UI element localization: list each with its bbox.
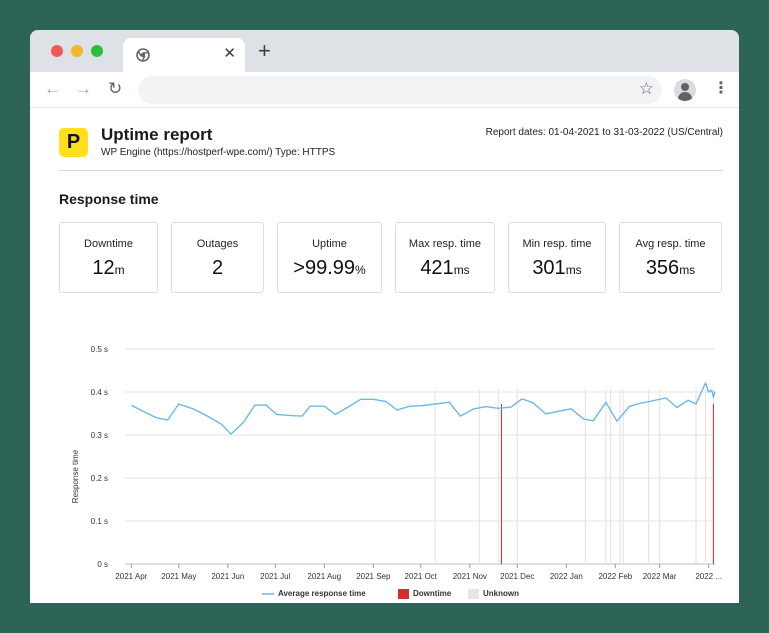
browser-toolbar: ← → ↻ ☆ ⋮: [30, 72, 739, 108]
stat-card-max-response: Max resp. time 421ms: [395, 222, 495, 293]
x-tick-label: 2021 Aug: [307, 572, 341, 581]
browser-tab[interactable]: ✕: [123, 38, 245, 72]
x-tick-label: 2021 Oct: [405, 572, 438, 581]
stat-value: 12m: [92, 257, 125, 279]
legend-unknown-swatch: [468, 589, 479, 599]
chrome-icon: [136, 48, 150, 62]
report-dates: Report dates: 01-04-2021 to 31-03-2022 (…: [485, 127, 723, 138]
legend-unknown-label: Unknown: [483, 589, 519, 598]
x-tick-label: 2021 Jun: [211, 572, 244, 581]
back-arrow-icon[interactable]: ←: [44, 79, 61, 98]
y-tick-label: 0.4 s: [91, 388, 108, 397]
stat-card-outages: Outages 2: [171, 222, 264, 293]
stat-label: Uptime: [312, 238, 347, 250]
stat-card-min-response: Min resp. time 301ms: [508, 222, 606, 293]
minimize-window-button[interactable]: [71, 45, 83, 57]
stat-value: >99.99%: [293, 257, 366, 279]
y-tick-label: 0.3 s: [91, 431, 108, 440]
browser-window: ✕ + ← → ↻ ☆ ⋮ P Uptime report WP Engine …: [30, 30, 739, 603]
x-tick-label: 2022 Jan: [550, 572, 583, 581]
x-tick-label: 2021 Sep: [356, 572, 391, 581]
legend-downtime-label: Downtime: [413, 589, 452, 598]
forward-arrow-icon[interactable]: →: [75, 79, 92, 98]
header-divider: [59, 170, 723, 171]
stat-card-downtime: Downtime 12m: [59, 222, 158, 293]
x-tick-label: 2021 Nov: [453, 572, 487, 581]
stat-card-avg-response: Avg resp. time 356ms: [619, 222, 722, 293]
x-tick-label: 2021 Jul: [260, 572, 290, 581]
profile-avatar-icon[interactable]: [674, 79, 696, 101]
y-tick-label: 0.5 s: [91, 345, 108, 354]
logo-letter: P: [66, 131, 81, 153]
x-tick-label: 2021 Dec: [500, 572, 534, 581]
stat-card-uptime: Uptime >99.99%: [277, 222, 382, 293]
reload-icon[interactable]: ↻: [108, 79, 123, 98]
x-tick-label: 2022 Mar: [643, 572, 677, 581]
stat-label: Outages: [196, 238, 239, 250]
x-tick-label: 2022 Feb: [598, 572, 632, 581]
stat-label: Downtime: [84, 238, 133, 250]
x-tick-label: 2022 ...: [695, 572, 722, 581]
y-tick-label: 0 s: [97, 560, 108, 569]
response-time-chart: 0 s 0.1 s 0.2 s 0.3 s 0.4 s 0.5 s Response tim…: [71, 345, 722, 581]
legend-line-swatch: [262, 593, 274, 595]
bookmark-star-icon[interactable]: ☆: [638, 79, 654, 98]
page-content: P Uptime report WP Engine (https://hostp…: [30, 109, 739, 603]
y-tick-label: 0.2 s: [91, 474, 108, 483]
stat-value: 2: [211, 257, 224, 279]
tab-bar: ✕ +: [30, 30, 739, 72]
stat-value: 421ms: [420, 257, 470, 279]
chart-legend: Average response time Downtime Unknown: [30, 587, 739, 601]
new-tab-icon[interactable]: +: [258, 38, 271, 63]
menu-kebab-icon[interactable]: ⋮: [713, 80, 729, 97]
page-title: Uptime report: [101, 125, 213, 144]
legend-downtime-swatch: [398, 589, 409, 599]
series-line-average-response-time: [130, 382, 716, 435]
stat-value: 301ms: [532, 257, 582, 279]
close-tab-icon[interactable]: ✕: [223, 45, 236, 62]
y-axis-title: Response time: [71, 449, 80, 503]
address-bar[interactable]: ☆: [138, 76, 662, 104]
stat-value: 356ms: [645, 257, 696, 279]
x-tick-label: 2021 May: [161, 572, 196, 581]
legend-avg-label: Average response time: [278, 589, 366, 598]
stat-label: Min resp. time: [522, 238, 592, 250]
x-tick-label: 2021 Apr: [115, 572, 147, 581]
section-title: Response time: [59, 191, 159, 207]
monitor-subtitle: WP Engine (https://hostperf-wpe.com/) Ty…: [101, 147, 336, 158]
maximize-window-button[interactable]: [91, 45, 103, 57]
stat-label: Avg resp. time: [635, 238, 706, 250]
y-tick-label: 0.1 s: [91, 517, 108, 526]
close-window-button[interactable]: [51, 45, 63, 57]
stat-label: Max resp. time: [408, 238, 482, 250]
brand-logo: P: [59, 128, 88, 157]
